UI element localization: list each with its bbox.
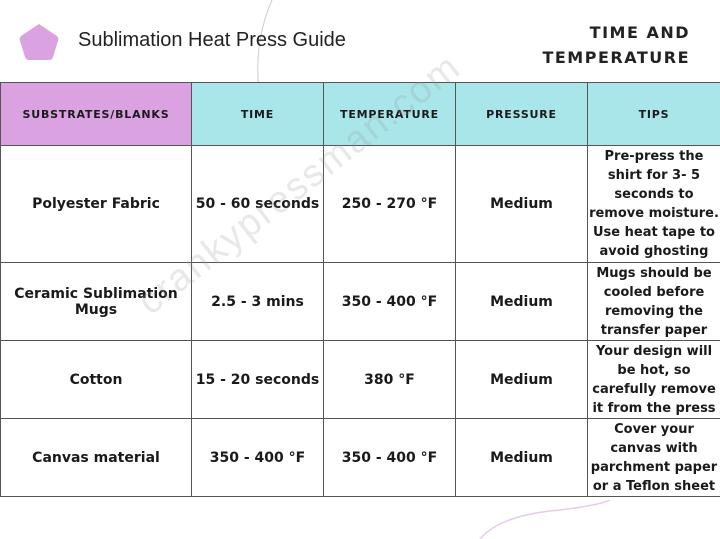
substrate-cell: Canvas material <box>0 418 192 497</box>
pentagon-icon <box>19 24 59 60</box>
pressure-cell: Medium <box>455 145 588 263</box>
time-cell: 15 - 20 seconds <box>191 340 324 419</box>
substrate-cell: Cotton <box>0 340 192 419</box>
substrate-cell: Polyester Fabric <box>0 145 192 263</box>
column-header-substrates: SUBSTRATES/BLANKS <box>0 82 192 146</box>
temperature-cell: 350 - 400 °F <box>323 418 456 497</box>
column-header-pressure: PRESSURE <box>455 82 588 146</box>
column-header-tips: TIPS <box>587 82 720 146</box>
subtitle-line: TIME AND <box>589 23 690 42</box>
pressure-cell: Medium <box>455 262 588 341</box>
table-header-row: SUBSTRATES/BLANKS TIME TEMPERATURE PRESS… <box>0 82 720 146</box>
tips-cell: Mugs should be cooled before removing th… <box>587 262 720 341</box>
time-cell: 350 - 400 °F <box>191 418 324 497</box>
temperature-cell: 380 °F <box>323 340 456 419</box>
time-cell: 50 - 60 seconds <box>191 145 324 263</box>
table-row: Ceramic Sublimation Mugs 2.5 - 3 mins 35… <box>0 262 720 341</box>
time-cell: 2.5 - 3 mins <box>191 262 324 341</box>
heat-press-table: SUBSTRATES/BLANKS TIME TEMPERATURE PRESS… <box>0 82 720 497</box>
temperature-cell: 250 - 270 °F <box>323 145 456 263</box>
pressure-cell: Medium <box>455 340 588 419</box>
page-subtitle: TIME AND TEMPERATURE <box>542 20 690 70</box>
table-row: Polyester Fabric 50 - 60 seconds 250 - 2… <box>0 145 720 263</box>
page-title: Sublimation Heat Press Guide <box>78 29 346 51</box>
tips-cell: Cover your canvas with parchment paper o… <box>587 418 720 497</box>
substrate-cell: Ceramic Sublimation Mugs <box>0 262 192 341</box>
tips-cell: Your design will be hot, so carefully re… <box>587 340 720 419</box>
table-row: Cotton 15 - 20 seconds 380 °F Medium You… <box>0 340 720 419</box>
tips-cell: Pre-press the shirt for 3- 5 seconds to … <box>587 145 720 263</box>
column-header-temperature: TEMPERATURE <box>323 82 456 146</box>
table-row: Canvas material 350 - 400 °F 350 - 400 °… <box>0 418 720 497</box>
column-header-time: TIME <box>191 82 324 146</box>
temperature-cell: 350 - 400 °F <box>323 262 456 341</box>
subtitle-line: TEMPERATURE <box>542 48 690 67</box>
pressure-cell: Medium <box>455 418 588 497</box>
